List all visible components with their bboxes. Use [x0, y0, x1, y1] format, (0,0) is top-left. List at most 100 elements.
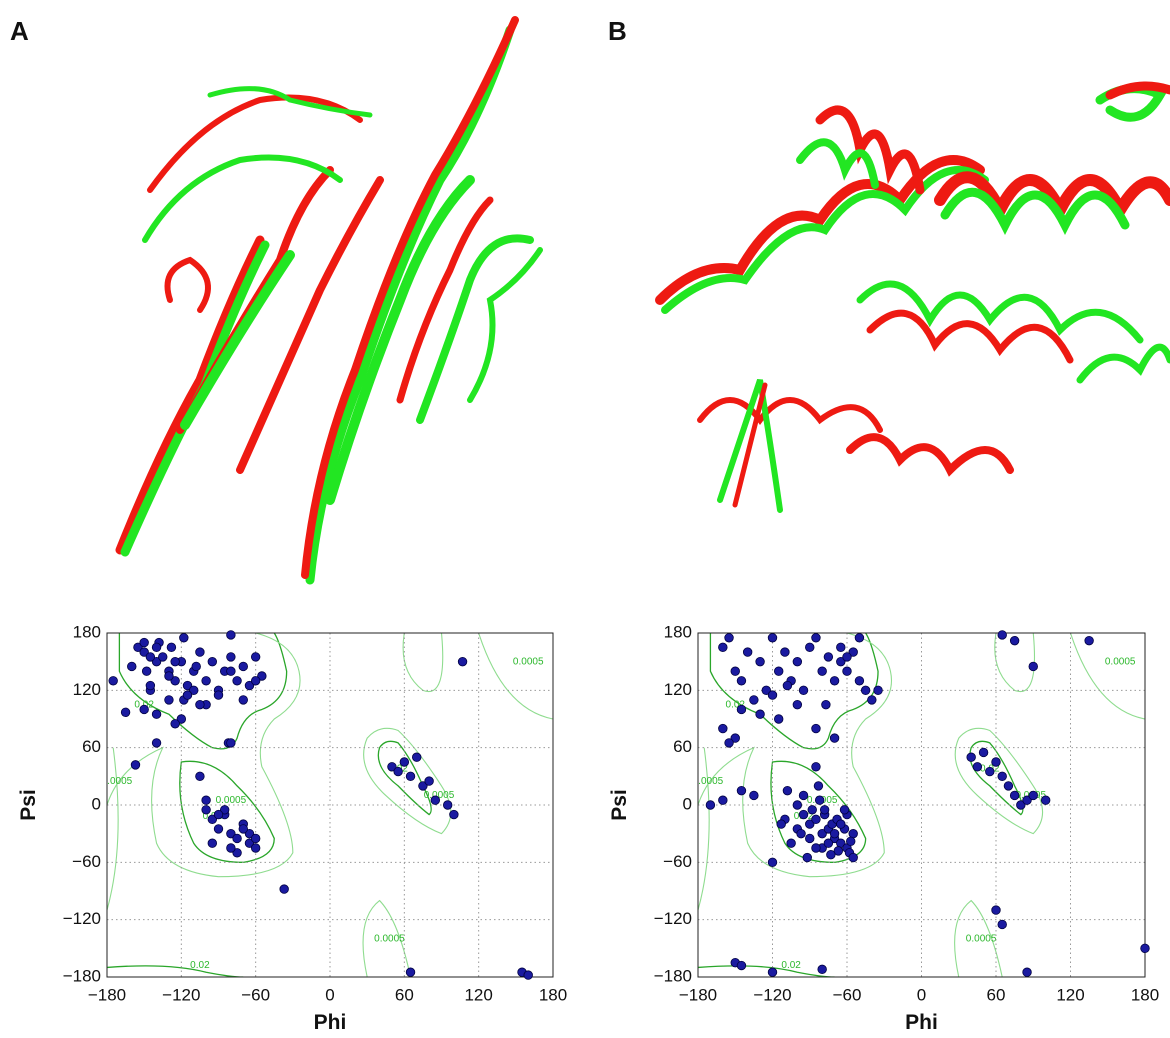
- point: [813, 781, 824, 791]
- point: [724, 738, 734, 748]
- point: [164, 671, 174, 681]
- point: [782, 680, 793, 691]
- point: [819, 805, 830, 815]
- point: [811, 843, 821, 853]
- point: [120, 707, 131, 718]
- x-tick-label: 60: [987, 985, 1006, 1004]
- point: [767, 857, 778, 868]
- point: [226, 666, 236, 676]
- point: [166, 642, 177, 653]
- contour-label: 0.0005: [216, 795, 247, 806]
- y-tick-label: −60: [663, 852, 692, 871]
- point: [792, 656, 803, 667]
- point: [829, 733, 840, 743]
- point: [244, 680, 255, 691]
- point: [176, 714, 187, 724]
- point: [848, 852, 858, 863]
- point: [250, 833, 261, 844]
- point: [399, 757, 410, 767]
- point: [195, 699, 205, 710]
- point: [736, 676, 747, 686]
- point: [792, 800, 803, 810]
- point: [279, 884, 289, 894]
- point: [418, 781, 428, 791]
- plot-frame: [106, 632, 554, 978]
- point: [774, 666, 784, 676]
- point: [191, 661, 201, 672]
- point: [1016, 800, 1026, 810]
- y-tick-label: −120: [63, 909, 101, 928]
- point: [238, 824, 248, 834]
- point: [842, 666, 852, 676]
- point: [755, 656, 765, 667]
- y-tick-label: 180: [664, 622, 692, 641]
- y-axis-title: Psi: [608, 789, 631, 821]
- point: [145, 652, 156, 662]
- point: [457, 656, 468, 667]
- point: [232, 833, 242, 844]
- point: [873, 685, 883, 696]
- point: [387, 762, 397, 772]
- point: [767, 967, 778, 977]
- point: [1022, 967, 1032, 977]
- point: [755, 709, 765, 719]
- point: [985, 766, 995, 777]
- point: [1003, 781, 1014, 791]
- point: [207, 656, 218, 667]
- y-tick-label: 60: [673, 737, 692, 756]
- point: [814, 795, 825, 805]
- point: [798, 809, 809, 820]
- point: [226, 843, 236, 853]
- y-tick-label: −120: [654, 909, 692, 928]
- point: [250, 676, 261, 686]
- y-tick-label: 60: [82, 737, 101, 756]
- x-tick-label: 0: [917, 985, 926, 1004]
- point: [1028, 790, 1038, 801]
- point: [1009, 635, 1020, 646]
- point: [829, 828, 840, 839]
- point: [151, 709, 162, 719]
- point: [195, 771, 205, 782]
- point: [991, 757, 1001, 767]
- point: [151, 656, 162, 667]
- point: [1040, 795, 1051, 805]
- point: [972, 762, 983, 772]
- point: [141, 666, 152, 676]
- x-axis-title: Phi: [314, 1011, 347, 1034]
- point: [182, 680, 193, 691]
- point: [836, 642, 846, 653]
- point: [1028, 661, 1038, 672]
- point: [170, 656, 180, 667]
- point: [718, 795, 728, 805]
- y-tick-label: −180: [654, 966, 692, 985]
- y-tick-label: 0: [683, 794, 692, 813]
- x-tick-label: −120: [162, 985, 200, 1004]
- contour-label: 0.0005: [374, 933, 405, 944]
- point: [213, 824, 224, 834]
- y-tick-label: −180: [63, 966, 101, 985]
- point: [226, 828, 236, 839]
- point: [767, 690, 778, 700]
- contour-label: 0.0005: [1105, 656, 1136, 667]
- contour-label: 0.0005: [966, 933, 997, 944]
- y-tick-label: 0: [92, 794, 101, 813]
- point: [170, 676, 180, 686]
- point: [182, 690, 193, 700]
- point: [705, 800, 716, 810]
- point: [393, 766, 403, 777]
- point: [139, 647, 149, 657]
- x-tick-label: 60: [395, 985, 414, 1004]
- point: [846, 836, 856, 847]
- point: [730, 733, 740, 743]
- point: [718, 723, 728, 734]
- point: [767, 633, 778, 643]
- point: [802, 852, 812, 863]
- point: [829, 676, 840, 686]
- x-tick-label: 180: [1131, 985, 1159, 1004]
- point: [805, 642, 815, 653]
- point: [164, 695, 174, 705]
- point: [226, 738, 236, 748]
- point: [257, 671, 267, 681]
- contour-label: 0.0005: [102, 776, 133, 787]
- point: [250, 652, 261, 662]
